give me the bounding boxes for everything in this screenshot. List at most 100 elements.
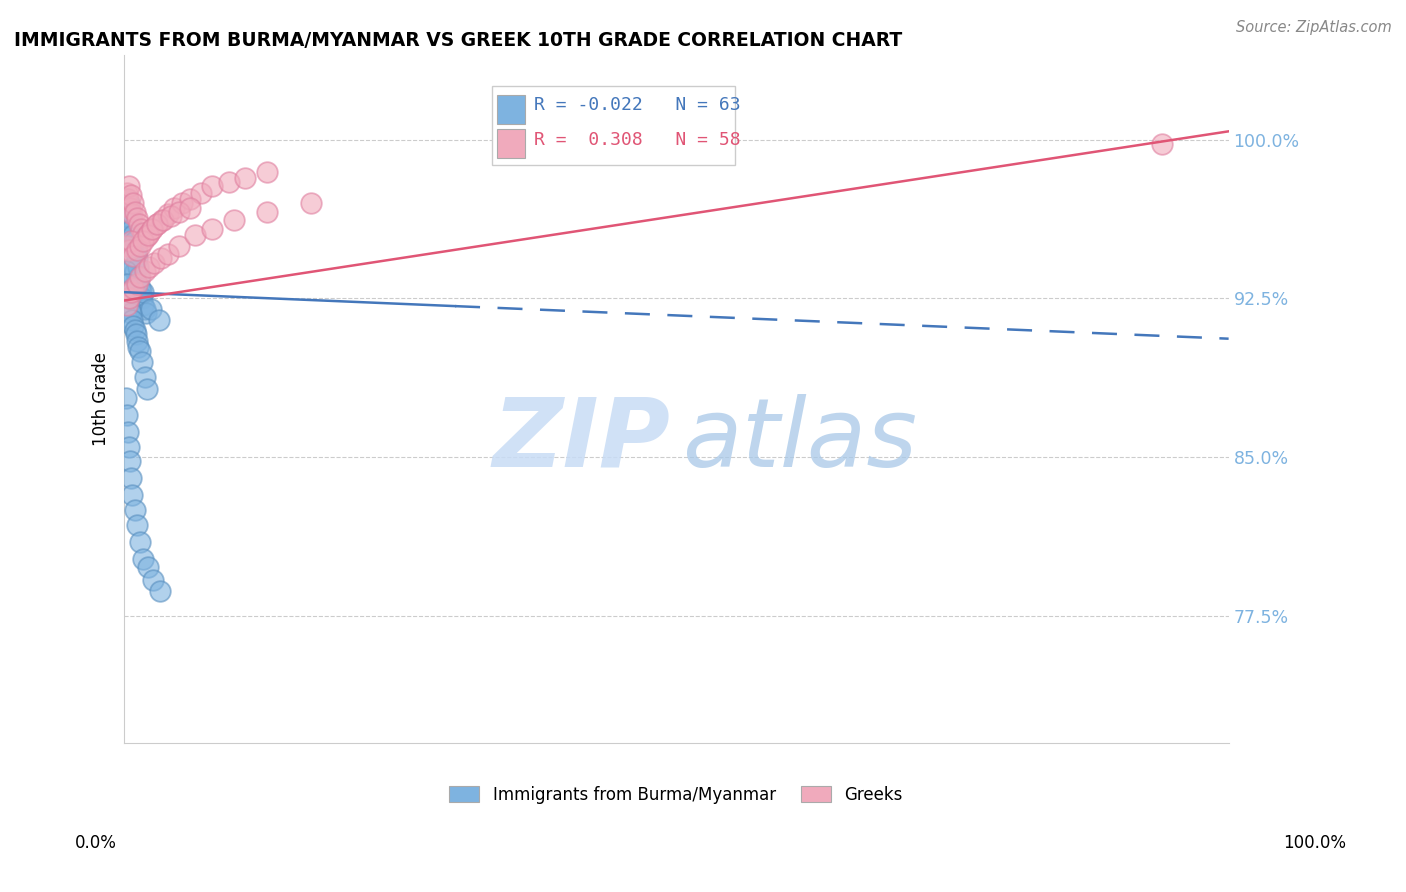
Point xyxy=(129,344,152,359)
Point xyxy=(118,440,141,454)
Point xyxy=(117,192,139,206)
Text: R = -0.022   N = 63: R = -0.022 N = 63 xyxy=(533,96,740,114)
Point xyxy=(120,238,142,252)
Point xyxy=(114,201,136,215)
Point xyxy=(132,226,155,240)
FancyBboxPatch shape xyxy=(492,87,735,165)
Point xyxy=(120,227,142,242)
Point xyxy=(125,243,148,257)
Point xyxy=(125,211,148,225)
Point xyxy=(118,196,141,211)
Point xyxy=(184,227,207,242)
Point xyxy=(135,230,157,244)
Point xyxy=(124,264,146,278)
Point xyxy=(118,292,141,306)
Point xyxy=(125,334,148,348)
Bar xyxy=(498,129,524,158)
Point xyxy=(115,408,138,422)
Point xyxy=(149,583,172,598)
Point xyxy=(115,186,138,200)
Point xyxy=(118,179,141,194)
Point xyxy=(256,164,278,178)
Point xyxy=(128,270,150,285)
Text: 100.0%: 100.0% xyxy=(1284,834,1346,852)
Point xyxy=(124,503,146,517)
Point xyxy=(125,275,148,289)
Point xyxy=(122,249,145,263)
Text: atlas: atlas xyxy=(682,393,917,487)
Point xyxy=(125,277,148,291)
Point xyxy=(114,391,136,405)
Point xyxy=(129,270,152,285)
Point xyxy=(218,175,240,189)
Point xyxy=(121,221,143,235)
Point xyxy=(120,454,142,468)
Point xyxy=(120,187,142,202)
Point xyxy=(127,292,149,306)
Point xyxy=(1152,136,1174,151)
Point xyxy=(115,213,138,227)
Text: ZIP: ZIP xyxy=(492,393,671,487)
Text: Source: ZipAtlas.com: Source: ZipAtlas.com xyxy=(1236,20,1392,35)
Point xyxy=(141,301,163,316)
Point xyxy=(122,318,145,333)
Point xyxy=(115,277,138,291)
Point xyxy=(145,218,167,232)
Point xyxy=(127,340,149,354)
Point xyxy=(135,383,157,397)
Point xyxy=(120,235,142,249)
Point xyxy=(132,551,155,566)
Point xyxy=(134,369,156,384)
Point xyxy=(172,196,194,211)
Legend: Immigrants from Burma/Myanmar, Greeks: Immigrants from Burma/Myanmar, Greeks xyxy=(443,779,910,810)
Point xyxy=(114,264,136,278)
Point xyxy=(135,306,157,320)
Point xyxy=(127,260,149,274)
Point xyxy=(118,218,141,232)
Point xyxy=(179,201,201,215)
Point xyxy=(125,517,148,532)
Point xyxy=(120,471,142,485)
Point xyxy=(132,285,155,300)
Point xyxy=(299,196,322,211)
Point xyxy=(117,285,139,300)
Point xyxy=(141,221,163,235)
Point xyxy=(129,238,152,252)
Point xyxy=(120,285,142,300)
Point xyxy=(134,264,156,278)
Point xyxy=(121,249,143,263)
Point xyxy=(125,252,148,266)
Point xyxy=(121,488,143,502)
Point xyxy=(190,186,212,200)
Point xyxy=(138,260,160,274)
Point xyxy=(118,292,141,306)
Point xyxy=(118,243,141,257)
Point xyxy=(121,207,143,221)
Point xyxy=(136,227,159,242)
Point xyxy=(125,243,148,257)
Point xyxy=(134,301,156,316)
Point xyxy=(201,179,224,194)
Point xyxy=(152,213,174,227)
Point xyxy=(222,213,245,227)
Point xyxy=(120,201,142,215)
Point xyxy=(141,221,163,235)
Point xyxy=(129,281,152,295)
Bar xyxy=(498,95,524,124)
Point xyxy=(256,204,278,219)
Point xyxy=(129,534,152,549)
Point xyxy=(115,298,138,312)
Point xyxy=(131,292,153,306)
Point xyxy=(124,204,146,219)
Point xyxy=(122,260,145,274)
Point xyxy=(129,221,152,235)
Point xyxy=(132,298,155,312)
Point xyxy=(115,238,138,252)
Point xyxy=(122,196,145,211)
Point xyxy=(160,209,183,223)
Point xyxy=(131,355,153,369)
Point xyxy=(179,192,201,206)
Point xyxy=(120,301,142,316)
Point xyxy=(163,201,186,215)
Point xyxy=(124,323,146,337)
